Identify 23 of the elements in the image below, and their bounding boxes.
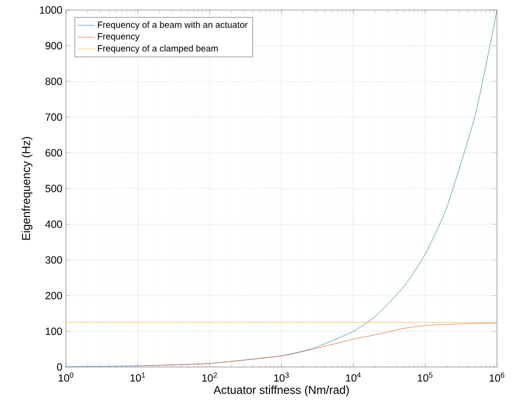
y-tick-label: 700 [46,113,62,121]
x-tick-label: 10$^{0}$ [58,372,74,382]
x-axis-title: Actuator stiffness (Nm/rad) [213,386,349,396]
x-tick-label: 10$^{3}$ [274,372,289,382]
y-tick-label: 1000 [40,6,62,14]
legend-label: Frequency [98,33,140,42]
y-tick-label: 600 [46,149,62,157]
legend-label: Frequency of a beam with an actuator [98,21,248,30]
y-tick-label: 300 [45,256,62,264]
y-tick-label: 400 [45,220,62,228]
y-tick-label: 0 [57,363,62,371]
x-tick-label: 10$^{4}$ [346,372,361,382]
y-tick-label: 500 [45,184,62,192]
y-tick-label: 100 [46,328,62,336]
y-axis-title: Eigenfrequency (Hz) [22,137,32,240]
legend-label: Frequency of a clamped beam [98,44,218,54]
x-tick-label: 10$^{2}$ [202,372,217,382]
x-tick-label: 10$^{1}$ [130,372,146,382]
x-tick-label: 10$^{5}$ [418,372,432,382]
y-tick-label: 900 [46,42,62,50]
y-tick-label: 800 [45,78,62,86]
y-tick-label: 200 [46,292,62,300]
x-tick-label: 10$^{6}$ [490,372,504,382]
